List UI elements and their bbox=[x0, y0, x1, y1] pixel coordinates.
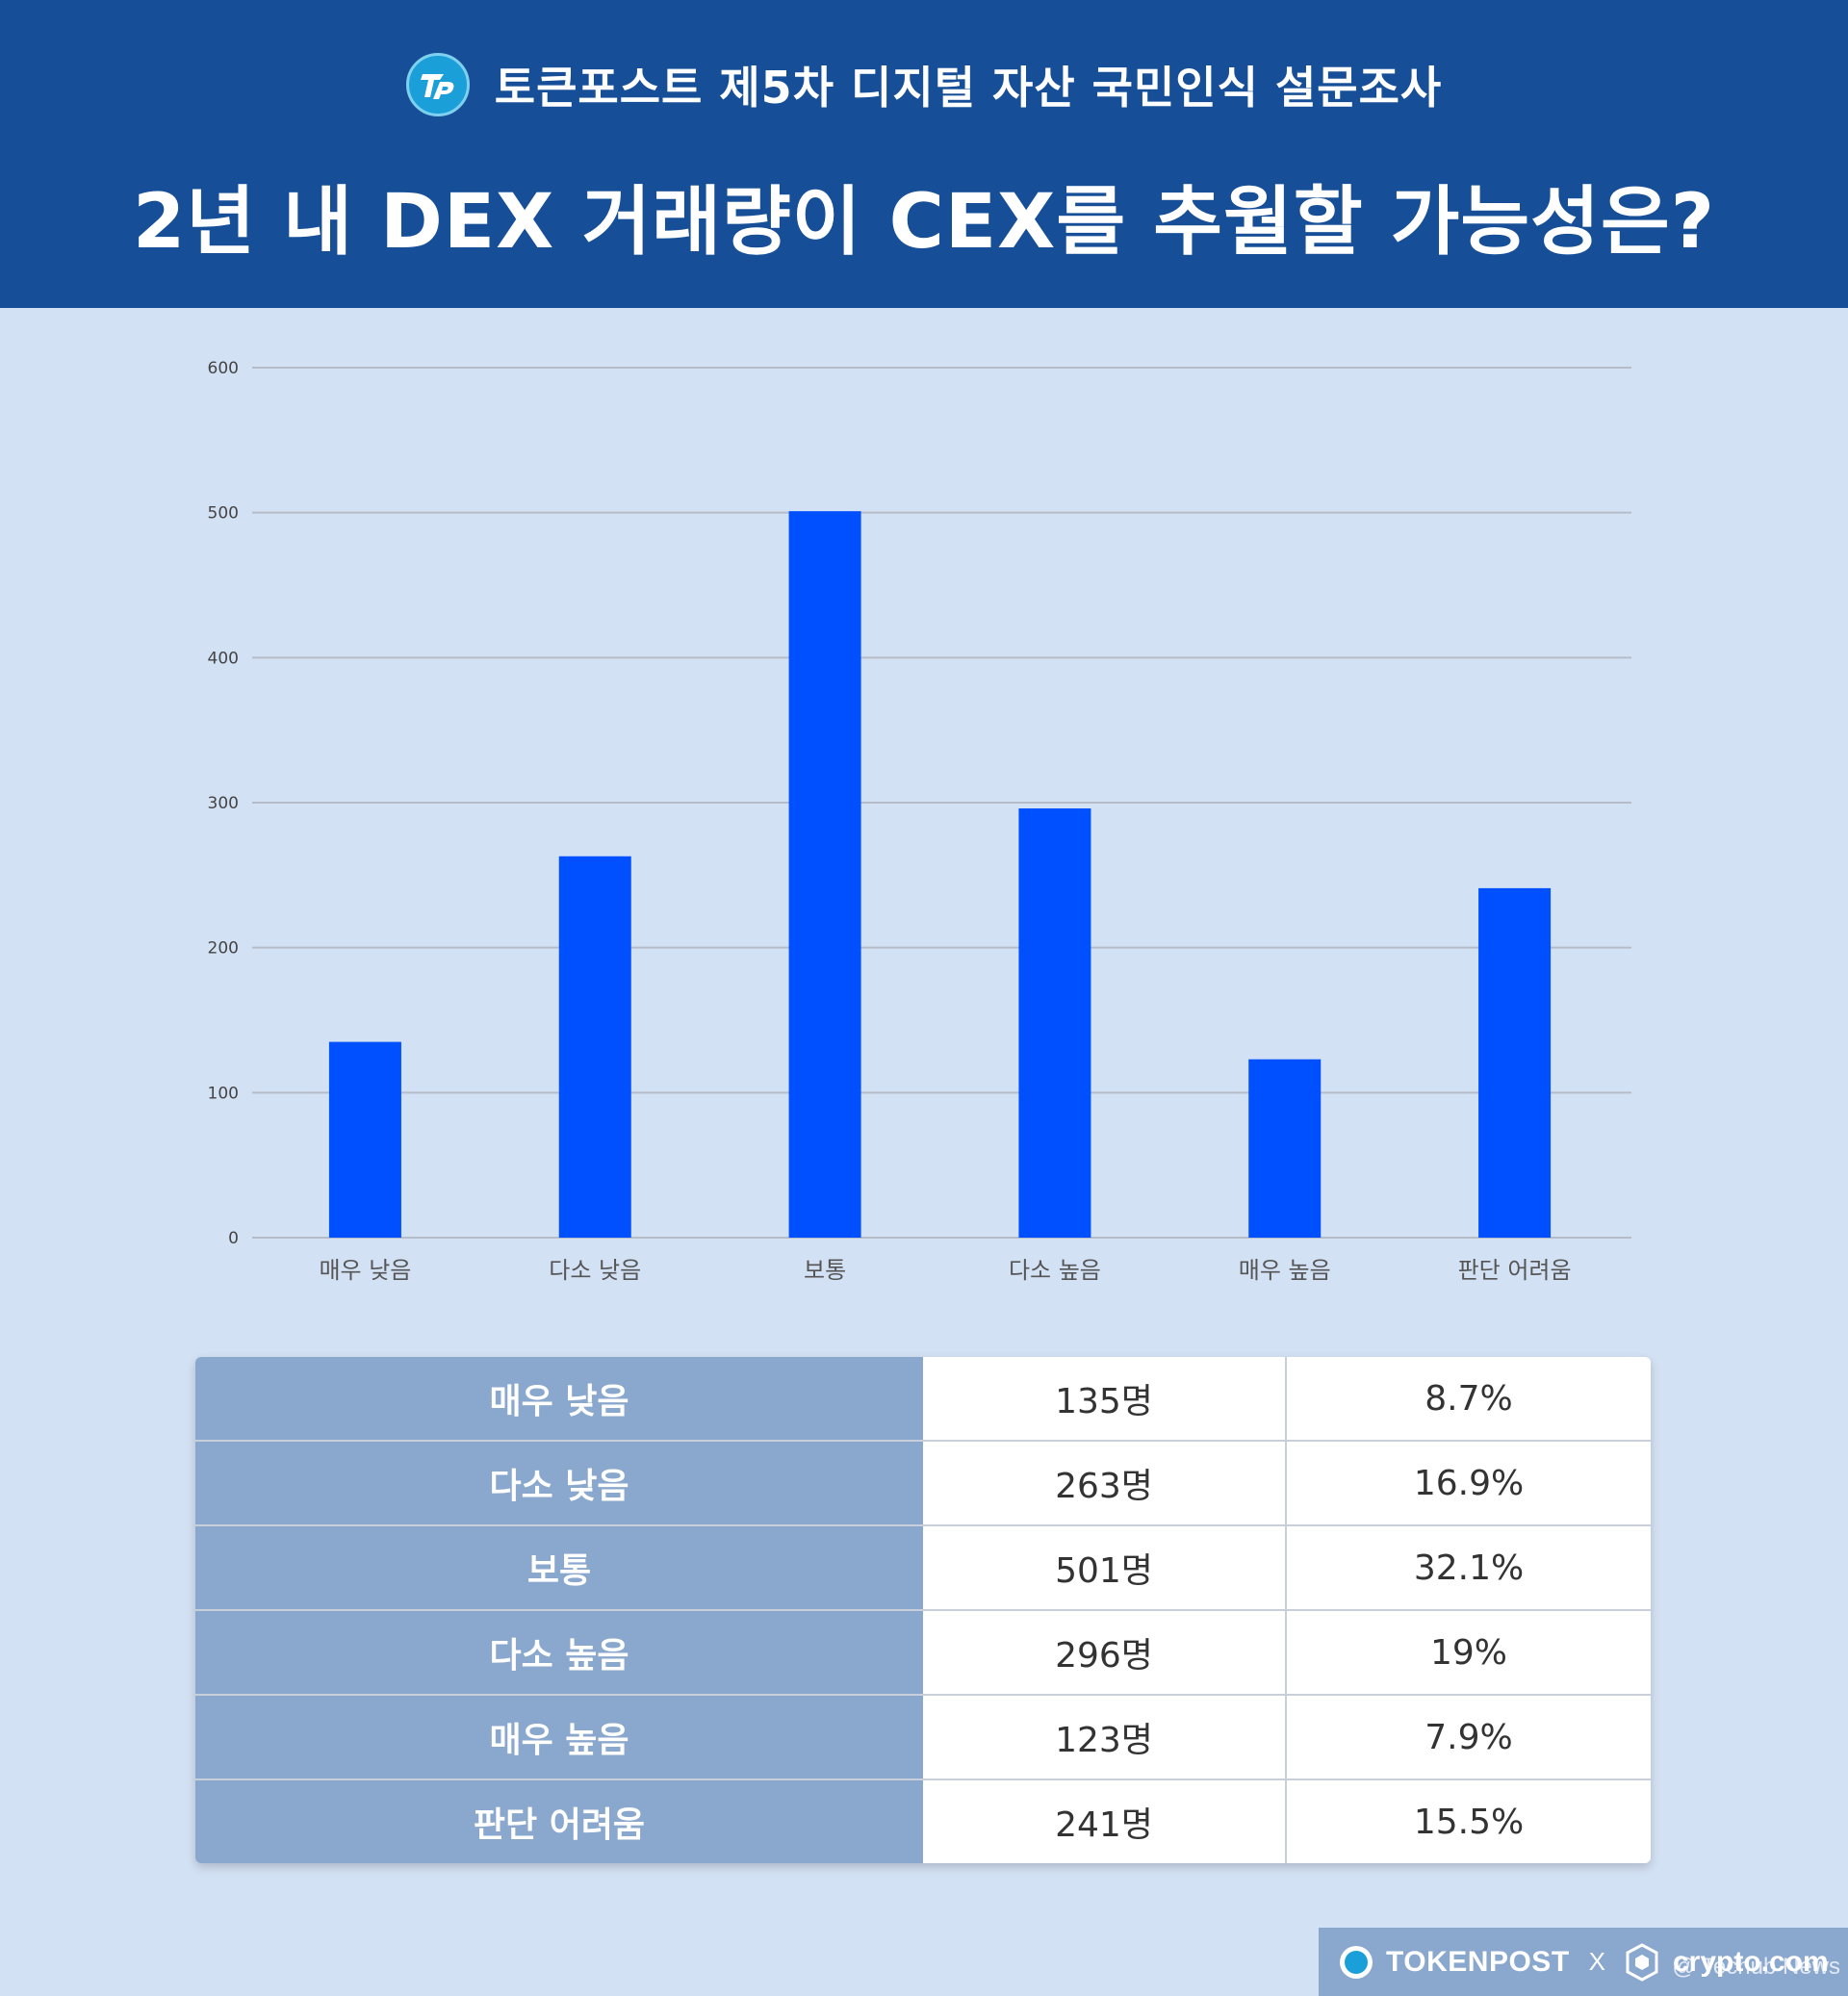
y-tick-label: 100 bbox=[208, 1084, 239, 1103]
table-row-count: 123명 bbox=[923, 1696, 1287, 1778]
y-tick-label: 300 bbox=[208, 794, 239, 813]
header: 토큰포스트 제5차 디지털 자산 국민인식 설문조사 2년 내 DEX 거래량이… bbox=[0, 0, 1848, 308]
results-table: 매우 낮음 135명 8.7% 다소 낮음 263명 16.9% 보통 501명… bbox=[195, 1357, 1651, 1863]
table-row-label: 다소 낮음 bbox=[195, 1442, 923, 1524]
table-row: 다소 높음 296명 19% bbox=[195, 1611, 1651, 1696]
table-row-label: 보통 bbox=[195, 1526, 923, 1609]
page-title: 2년 내 DEX 거래량이 CEX를 추월할 가능성은? bbox=[133, 179, 1715, 266]
bar-chart-svg: 0 100 200 300 400 500 600 매우 낮음 다소 낮음 보통 다소 높음 매우 높… bbox=[208, 359, 1631, 1284]
bar bbox=[1248, 1059, 1322, 1238]
table-row-percent: 19% bbox=[1429, 1632, 1507, 1673]
table-row-percent: 16.9% bbox=[1413, 1463, 1525, 1503]
x-tick-label: 매우 높음 bbox=[1239, 1257, 1331, 1284]
table-row-label: 매우 낮음 bbox=[195, 1357, 923, 1440]
y-tick-label: 0 bbox=[228, 1229, 239, 1248]
tokenpost-logo-icon bbox=[405, 53, 470, 116]
table-row-percent: 7.9% bbox=[1424, 1717, 1513, 1757]
table-row-count: 263명 bbox=[923, 1442, 1287, 1524]
survey-subtitle: 토큰포스트 제5차 디지털 자산 국민인식 설문조사 bbox=[494, 62, 1443, 114]
bar bbox=[1478, 887, 1552, 1238]
bar-chart: 0 100 200 300 400 500 600 매우 낮음 다소 낮음 보통 다소 높음 매우 높… bbox=[0, 308, 1848, 1309]
y-tick-label: 600 bbox=[208, 359, 239, 378]
crypto-com-shield-icon bbox=[1626, 1942, 1658, 1982]
subtitle-row: 토큰포스트 제5차 디지털 자산 국민인식 설문조사 bbox=[0, 50, 1848, 119]
tokenpost-logo-icon bbox=[1340, 1945, 1373, 1979]
crypto-com-brand: crypto.com bbox=[1672, 1945, 1829, 1978]
y-tick-label: 500 bbox=[208, 504, 239, 524]
table-row: 판단 어려움 241명 15.5% bbox=[195, 1780, 1651, 1863]
x-tick-label: 매우 낮음 bbox=[319, 1257, 411, 1284]
bar bbox=[558, 856, 631, 1238]
table-row: 다소 낮음 263명 16.9% bbox=[195, 1442, 1651, 1526]
x-tick-label: 다소 낮음 bbox=[549, 1257, 641, 1284]
bar bbox=[328, 1041, 401, 1238]
table-row-count: 296명 bbox=[923, 1611, 1287, 1694]
bar bbox=[788, 511, 861, 1238]
x-tick-label: 보통 bbox=[804, 1257, 846, 1284]
x-tick-label: 판단 어려움 bbox=[1458, 1257, 1572, 1284]
watermark: @ Techub News bbox=[1672, 1954, 1840, 1980]
x-tick-label: 다소 높음 bbox=[1009, 1257, 1101, 1284]
table-row: 매우 낮음 135명 8.7% bbox=[195, 1357, 1651, 1442]
table-row-label: 판단 어려움 bbox=[195, 1780, 923, 1863]
y-tick-label: 400 bbox=[208, 649, 239, 668]
bar bbox=[1018, 808, 1091, 1238]
table-row: 매우 높음 123명 7.9% bbox=[195, 1696, 1651, 1780]
table-row: 보통 501명 32.1% bbox=[195, 1526, 1651, 1611]
footer-branding: TOKENPOST X crypto.com bbox=[1319, 1928, 1848, 1996]
brand-separator: X bbox=[1588, 1947, 1605, 1976]
table-row-label: 다소 높음 bbox=[195, 1611, 923, 1694]
table-row-label: 매우 높음 bbox=[195, 1696, 923, 1778]
table-row-count: 501명 bbox=[923, 1526, 1287, 1609]
table-row-count: 135명 bbox=[923, 1357, 1287, 1440]
y-tick-label: 200 bbox=[208, 939, 239, 959]
table-row-count: 241명 bbox=[923, 1780, 1287, 1863]
table-row-percent: 15.5% bbox=[1413, 1802, 1525, 1842]
table-row-percent: 8.7% bbox=[1424, 1378, 1513, 1419]
tokenpost-brand: TOKENPOST bbox=[1386, 1945, 1570, 1978]
table-row-percent: 32.1% bbox=[1413, 1548, 1525, 1588]
